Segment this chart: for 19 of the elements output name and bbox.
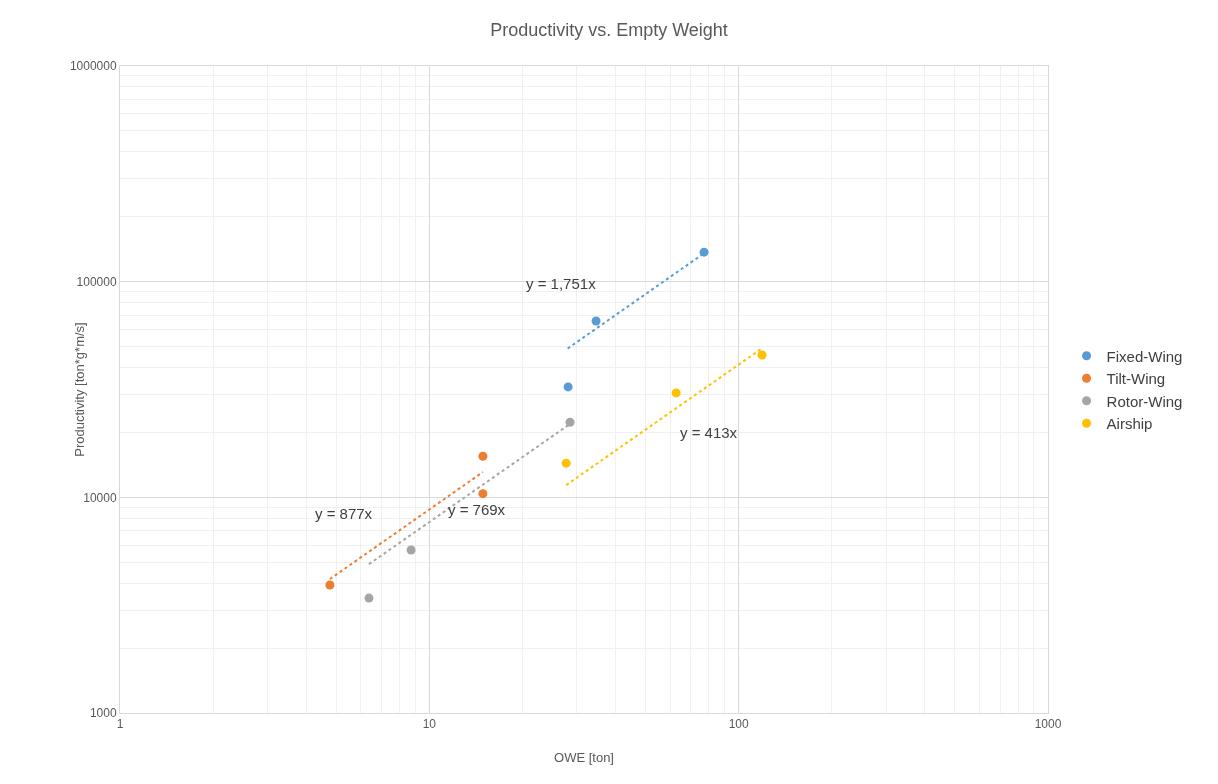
legend-label: Airship	[1106, 415, 1153, 433]
x-tick-label: 100	[728, 717, 749, 732]
legend-label: Tilt-Wing	[1106, 370, 1166, 388]
annotation: y = 413x	[680, 424, 738, 441]
legend-label: Rotor-Wing	[1106, 392, 1183, 410]
x-axis-title: OWE [ton]	[554, 750, 614, 765]
y-tick-label: 100000	[76, 274, 117, 289]
y-axis-title: Productivity [ton*g*m/s]	[72, 322, 87, 457]
annotation: y = 877x	[315, 505, 373, 522]
y-tick-label: 10000	[83, 490, 117, 505]
legend-label: Fixed-Wing	[1106, 347, 1183, 365]
annotation: y = 1,751x	[526, 275, 597, 292]
x-tick-label: 1000	[1034, 717, 1062, 732]
chart-title: Productivity vs. Empty Weight	[490, 20, 728, 41]
y-tick-label: 1000	[89, 706, 117, 721]
annotation: y = 769x	[448, 501, 506, 518]
x-tick-label: 10	[422, 717, 437, 732]
x-tick-label: 1	[116, 717, 124, 732]
y-tick-label: 1000000	[69, 59, 117, 74]
